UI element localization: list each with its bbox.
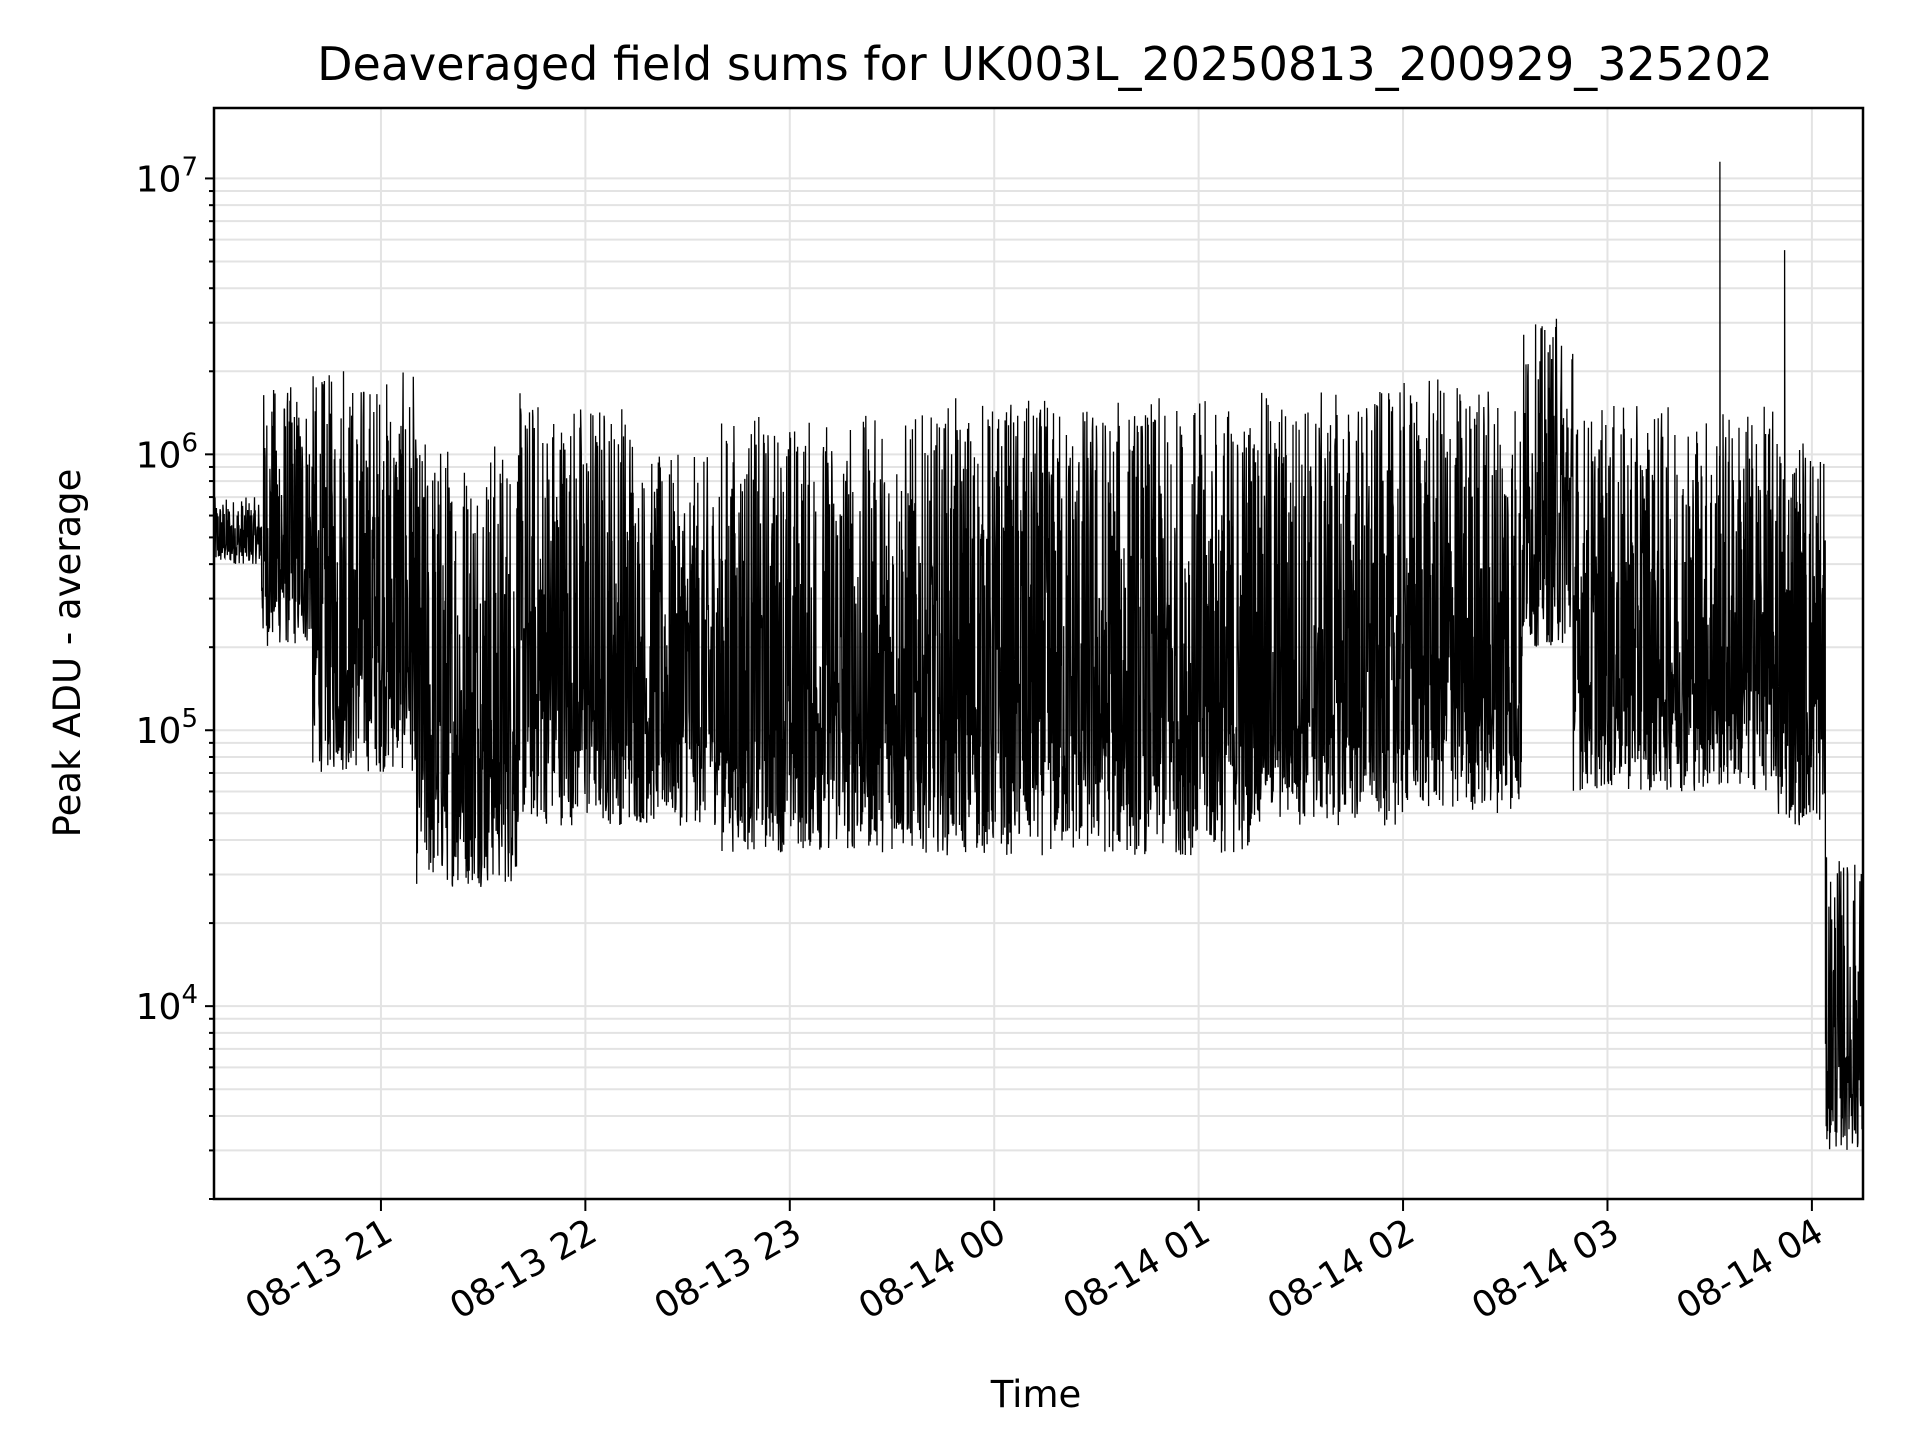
y-tick-base: 10	[136, 159, 182, 200]
x-tick-label: 08-14 00	[852, 1211, 1013, 1327]
y-axis-label: Peak ADU - average	[46, 469, 89, 838]
y-tick-label: 104	[136, 980, 198, 1028]
y-tick-exponent: 4	[181, 980, 198, 1010]
x-tick-label: 08-14 01	[1056, 1211, 1217, 1327]
y-tick-base: 10	[136, 987, 182, 1028]
y-tick-label: 107	[136, 152, 198, 200]
x-tick-label: 08-13 23	[648, 1211, 809, 1327]
plot-area	[213, 161, 1864, 1150]
y-tick-base: 10	[136, 435, 182, 476]
x-tick-label: 08-13 22	[443, 1211, 604, 1327]
x-tick-label: 08-14 02	[1261, 1211, 1422, 1327]
y-tick-base: 10	[136, 711, 182, 752]
axes-frame	[212, 106, 1865, 1201]
y-tick-label: 105	[136, 704, 198, 752]
x-axis-label: Time	[990, 1373, 1082, 1416]
y-tick-exponent: 7	[181, 152, 198, 182]
x-tick-label: 08-14 04	[1670, 1211, 1831, 1327]
x-tick-label: 08-14 03	[1465, 1211, 1626, 1327]
x-axis: 08-13 21 08-13 22 08-13 23 08-14 00 08-14 01…	[239, 1199, 1831, 1328]
y-tick-exponent: 5	[181, 704, 198, 734]
series-line	[213, 161, 1864, 1150]
chart-title: Deaveraged field sums for UK003L_2025081…	[317, 37, 1773, 91]
y-tick-exponent: 6	[181, 428, 198, 458]
x-tick-label: 08-13 21	[239, 1211, 400, 1327]
y-tick-label: 106	[136, 428, 198, 476]
